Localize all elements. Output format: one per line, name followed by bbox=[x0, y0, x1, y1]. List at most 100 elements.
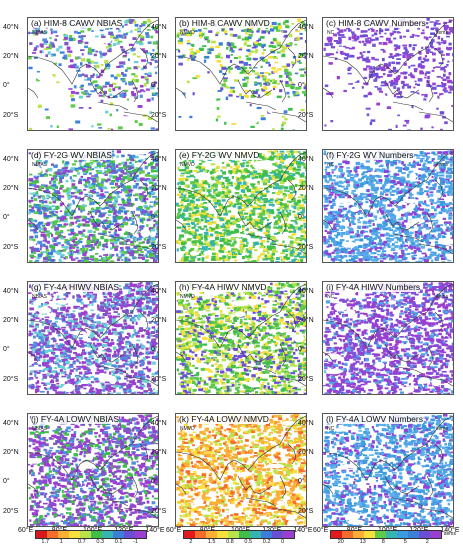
colorbar-swatch bbox=[364, 531, 375, 538]
metric-label: NBIAS bbox=[32, 294, 48, 300]
metric-label: NC bbox=[327, 162, 335, 168]
lat-tick-label: 40°N bbox=[298, 24, 314, 32]
lat-tick-label: 20°S bbox=[298, 375, 314, 383]
panel-title: (e) FY-2G WV NMVD bbox=[179, 150, 260, 160]
panel-title: (g) FY-4A HIWV NBIAS bbox=[31, 282, 120, 292]
panel-title: (f) FY-2G WV Numbers bbox=[326, 150, 414, 160]
panel-title: (h) FY-4A HIWV NMVD bbox=[179, 282, 267, 292]
lat-tick-label: 40°N bbox=[151, 156, 167, 164]
colorbar-swatch bbox=[36, 531, 47, 538]
metric-label: NC bbox=[327, 30, 335, 36]
unit-label: items bbox=[436, 426, 448, 432]
colorbar-swatch bbox=[342, 531, 353, 538]
colorbar-swatch bbox=[113, 531, 124, 538]
colorbar-swatch bbox=[217, 531, 228, 538]
map-plot bbox=[27, 17, 159, 131]
metric-label: NC bbox=[327, 426, 335, 432]
colorbar-swatch bbox=[91, 531, 102, 538]
data-field bbox=[176, 282, 306, 394]
panel-title: (c) HIM-8 CAWV Numbers bbox=[326, 18, 426, 28]
colorbar-swatch bbox=[80, 531, 91, 538]
colorbar-swatch bbox=[353, 531, 364, 538]
colorbar-swatch bbox=[397, 531, 408, 538]
colorbar-tick: 0.2 bbox=[262, 539, 271, 545]
lon-tick-label: 60°E bbox=[313, 527, 329, 534]
panel-title: (a) HIM-8 CAWV NBIAS bbox=[31, 18, 123, 28]
panel-title: (k) FY-4A LOWV NMVD bbox=[179, 414, 269, 424]
lat-tick-label: 0° bbox=[298, 478, 305, 486]
colorbar-tick: 8 bbox=[381, 539, 385, 545]
colorbar-tick: 1 bbox=[59, 539, 63, 545]
map-plot bbox=[27, 413, 159, 527]
colorbar-swatch bbox=[331, 531, 342, 538]
lon-tick-label: 140°E bbox=[293, 527, 313, 534]
colorbar-swatch bbox=[228, 531, 239, 538]
lat-tick-label: 0° bbox=[3, 478, 10, 486]
map-plot bbox=[175, 413, 307, 527]
colorbar-swatch bbox=[261, 531, 272, 538]
map-plot bbox=[322, 17, 454, 131]
lat-tick-label: 0° bbox=[3, 82, 10, 90]
lat-tick-label: 20°N bbox=[151, 449, 167, 457]
colorbar-swatch bbox=[283, 531, 294, 538]
colorbar-swatch bbox=[408, 531, 419, 538]
colorbar-swatch bbox=[102, 531, 113, 538]
lat-tick-label: 0° bbox=[3, 346, 10, 354]
colorbar-tick: 0.1 bbox=[114, 539, 123, 545]
lat-tick-label: 40°N bbox=[151, 420, 167, 428]
colorbar-swatch bbox=[386, 531, 397, 538]
lat-tick-label: 20°N bbox=[298, 53, 314, 61]
unit-label: items bbox=[436, 162, 448, 168]
data-field bbox=[28, 282, 158, 394]
colorbar-swatch bbox=[419, 531, 430, 538]
metric-label: NMVD bbox=[180, 294, 195, 300]
colorbar-nmvd bbox=[183, 530, 295, 539]
lat-tick-label: 20°S bbox=[151, 507, 167, 515]
lat-tick-label: 20°S bbox=[298, 111, 314, 119]
metric-label: NBIAS bbox=[32, 30, 48, 36]
lat-tick-label: 0° bbox=[151, 478, 158, 486]
data-field bbox=[28, 150, 158, 262]
unit-label: items bbox=[436, 294, 448, 300]
lat-tick-label: 40°N bbox=[3, 288, 19, 296]
lat-tick-label: 40°N bbox=[151, 288, 167, 296]
lat-tick-label: 20°N bbox=[3, 317, 19, 325]
colorbar-swatch bbox=[239, 531, 250, 538]
metric-label: NC bbox=[327, 294, 335, 300]
colorbar-swatch bbox=[250, 531, 261, 538]
colorbar-swatch bbox=[272, 531, 283, 538]
colorbar-swatch bbox=[135, 531, 146, 538]
colorbar-tick: 13 bbox=[359, 539, 366, 545]
lat-tick-label: 20°S bbox=[3, 507, 19, 515]
colorbar-tick: 2 bbox=[189, 539, 193, 545]
lon-tick-label: 60°E bbox=[166, 527, 182, 534]
lat-tick-label: 20°N bbox=[298, 449, 314, 457]
lat-tick-label: 0° bbox=[151, 82, 158, 90]
colorbar-swatch bbox=[47, 531, 58, 538]
lat-tick-label: 40°N bbox=[298, 156, 314, 164]
lat-tick-label: 0° bbox=[298, 214, 305, 222]
colorbar-tick: 0.3 bbox=[96, 539, 105, 545]
lat-tick-label: 20°S bbox=[3, 111, 19, 119]
panel-title: (d) FY-2G WV NBIAS bbox=[31, 150, 112, 160]
data-field bbox=[176, 414, 306, 526]
lat-tick-label: 20°N bbox=[151, 53, 167, 61]
lat-tick-label: 20°S bbox=[151, 375, 167, 383]
map-plot bbox=[322, 281, 454, 395]
panel-title: (b) HIM-8 CAWV NMVD bbox=[179, 18, 270, 28]
colorbar-swatch bbox=[430, 531, 441, 538]
map-plot bbox=[27, 281, 159, 395]
lat-tick-label: 0° bbox=[298, 82, 305, 90]
colorbar-tick: -1 bbox=[133, 539, 138, 545]
data-field bbox=[28, 18, 158, 130]
data-field bbox=[323, 18, 453, 130]
lat-tick-label: 40°N bbox=[3, 420, 19, 428]
lat-tick-label: 20°S bbox=[298, 507, 314, 515]
colorbar-tick: 0.5 bbox=[244, 539, 253, 545]
lat-tick-label: 20°S bbox=[151, 111, 167, 119]
lon-tick-label: 60°E bbox=[18, 527, 34, 534]
panel-title: (l) FY-4A LOWV Numbers bbox=[326, 414, 423, 424]
lat-tick-label: 20°N bbox=[151, 185, 167, 193]
colorbar-swatch bbox=[124, 531, 135, 538]
lat-tick-label: 40°N bbox=[298, 288, 314, 296]
